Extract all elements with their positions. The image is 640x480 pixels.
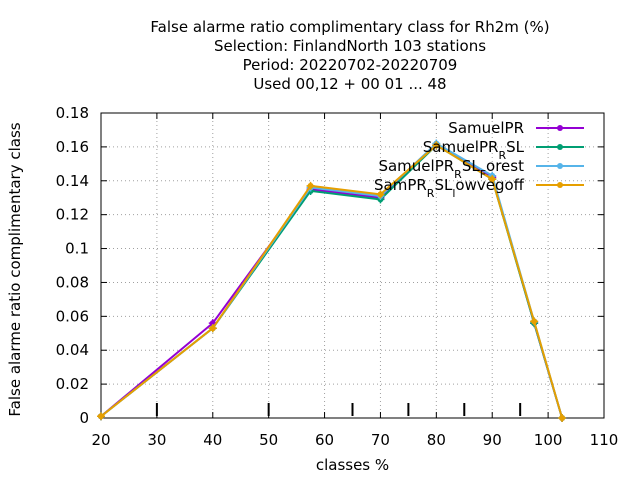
legend-label-part: R: [454, 168, 462, 181]
series-point-marker: [306, 181, 315, 190]
legend-label-part: SamuelPR: [448, 119, 524, 137]
y-tick-label: 0.02: [56, 375, 89, 393]
title-line: Period: 20220702-20220709: [243, 56, 458, 74]
legend-label-part: SL: [506, 138, 525, 156]
x-tick-label: 90: [483, 431, 502, 449]
series-point-marker: [208, 324, 217, 333]
series-point-marker: [376, 190, 385, 199]
y-tick-label: 0.08: [56, 273, 89, 291]
x-tick-labels: 20 30 40 50 60 70 80 90 100 110: [91, 431, 618, 449]
y-tick-label: 0.1: [65, 240, 89, 258]
y-tick-labels: 0 0.02 0.04 0.06 0.08 0.1 0.12 0.14 0.16 0.18: [56, 104, 89, 427]
legend-label-part: SL: [434, 176, 453, 194]
legend-label-part: SamuelPR: [423, 138, 499, 156]
y-tick-label: 0.06: [56, 307, 89, 325]
x-tick-label: 100: [534, 431, 563, 449]
series: [97, 139, 567, 422]
x-tick-label: 40: [203, 431, 222, 449]
axis-ticks: [100, 112, 605, 419]
legend-label: SamuelPR: [448, 119, 524, 137]
series-point-marker: [488, 175, 497, 184]
x-tick-label: 30: [147, 431, 166, 449]
x-tick-label: 50: [259, 431, 278, 449]
legend-marker: [557, 163, 563, 169]
legend-label-part: SL: [462, 157, 481, 175]
legend-marker: [557, 182, 563, 188]
x-tick-label: 20: [91, 431, 110, 449]
y-tick-label: 0.18: [56, 104, 89, 122]
y-tick-label: 0: [79, 409, 89, 427]
y-axis-label: False alarme ratio complimentary class: [6, 122, 24, 416]
legend-label: SamPRRSLlowvegoff: [374, 176, 525, 200]
legend-marker: [557, 144, 563, 150]
series-point-marker: [558, 414, 567, 422]
y-tick-label: 0.12: [56, 206, 89, 224]
legend-label-part: orest: [486, 157, 524, 175]
legend-label: SamuelPRRSL: [423, 138, 525, 162]
series-line: [100, 143, 564, 419]
series-point-marker: [530, 317, 539, 326]
series-point-marker: [432, 141, 441, 150]
series-point-marker: [97, 412, 105, 421]
x-axis-label: classes %: [316, 456, 389, 474]
y-tick-label: 0.04: [56, 341, 89, 359]
y-tick-label: 0.14: [56, 172, 89, 190]
grid: [101, 113, 604, 418]
legend: SamuelPRSamuelPRRSLSamuelPRRSLForestSamP…: [374, 119, 584, 200]
legend-label-part: SamuelPR: [378, 157, 454, 175]
title-line: False alarme ratio complimentary class f…: [150, 18, 549, 36]
x-tick-label: 70: [371, 431, 390, 449]
plot-frame: [100, 112, 605, 419]
x-tick-label: 110: [590, 431, 619, 449]
title-line: Selection: FinlandNorth 103 stations: [214, 37, 486, 55]
legend-label-part: l: [452, 187, 455, 200]
title-line: Used 00,12 + 00 01 ... 48: [253, 75, 446, 93]
legend-label: SamuelPRRSLForest: [378, 157, 524, 181]
x-tick-label: 60: [315, 431, 334, 449]
legend-label-part: R: [427, 187, 435, 200]
chart-title: False alarme ratio complimentary class f…: [150, 18, 549, 93]
legend-label-part: SamPR: [374, 176, 427, 194]
legend-label-part: owvegoff: [455, 176, 524, 194]
legend-marker: [557, 125, 563, 131]
legend-label-part: F: [480, 168, 486, 181]
legend-label-part: R: [498, 149, 506, 162]
y-tick-label: 0.16: [56, 138, 89, 156]
x-tick-label: 80: [427, 431, 446, 449]
